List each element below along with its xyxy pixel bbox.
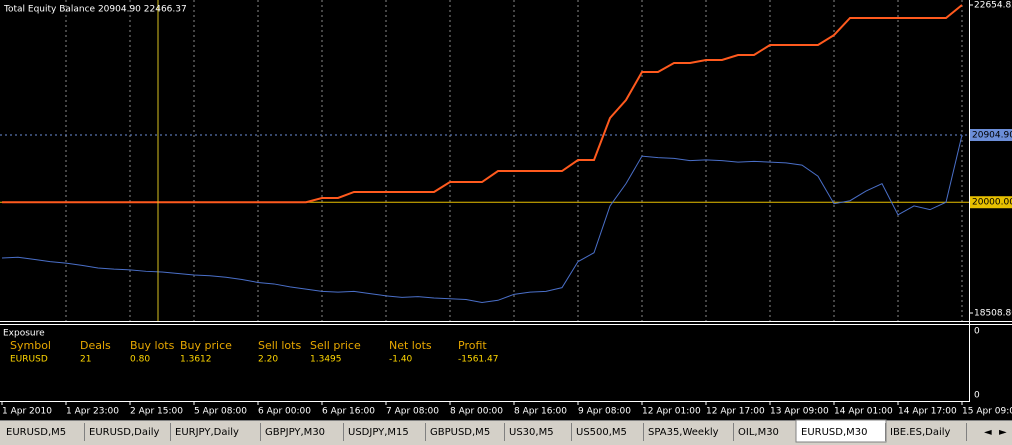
tab[interactable]: US500,M5 xyxy=(576,427,627,438)
table-cell: -1561.47 xyxy=(458,355,498,365)
table-cell: -1.40 xyxy=(389,355,413,365)
column-header: Profit xyxy=(458,339,487,352)
x-tick-label: 12 Apr 01:00 xyxy=(642,407,701,417)
x-tick-label: 8 Apr 00:00 xyxy=(450,407,503,417)
column-header: Symbol xyxy=(10,339,51,352)
column-header: Net lots xyxy=(389,339,432,352)
x-tick-label: 1 Apr 2010 xyxy=(2,407,52,417)
x-tick-label: 15 Apr 09:00 xyxy=(962,407,1012,417)
table-cell: 0.80 xyxy=(130,355,150,365)
x-tick-label: 6 Apr 16:00 xyxy=(322,407,375,417)
level-label-box xyxy=(970,196,1012,209)
tab[interactable]: GBPJPY,M30 xyxy=(265,427,325,438)
indicator-title: Total Equity Balance 20904.90 22466.37 xyxy=(3,5,187,15)
panel-title: Exposure xyxy=(3,329,45,339)
column-header: Sell lots xyxy=(258,339,301,352)
x-tick-label: 6 Apr 00:00 xyxy=(258,407,311,417)
x-tick-label: 12 Apr 17:00 xyxy=(706,407,765,417)
tab[interactable]: OIL,M30 xyxy=(738,427,779,438)
table-cell: EURUSD xyxy=(10,355,48,365)
tab[interactable]: US30,M5 xyxy=(509,427,554,438)
chart-area xyxy=(0,0,969,321)
table-cell: 2.20 xyxy=(258,355,278,365)
scroll-left[interactable]: ◄ xyxy=(984,427,992,438)
series-line xyxy=(1,134,963,304)
x-tick-label: 5 Apr 08:00 xyxy=(194,407,247,417)
column-header: Buy price xyxy=(180,339,232,352)
tab[interactable]: SPA35,Weekly xyxy=(648,427,719,438)
x-tick-label: 14 Apr 17:00 xyxy=(898,407,957,417)
x-tick-label: 1 Apr 23:00 xyxy=(66,407,119,417)
tab[interactable]: EURUSD,M5 xyxy=(6,427,66,438)
tab[interactable]: EURUSD,M30 xyxy=(801,427,867,438)
tab[interactable]: EURUSD,Daily xyxy=(89,427,160,438)
level-label-box xyxy=(970,129,1012,142)
column-header: Deals xyxy=(80,339,111,352)
table-cell: 21 xyxy=(80,355,91,365)
tab[interactable]: EURJPY,Daily xyxy=(175,427,239,438)
tab[interactable]: USDJPY,M15 xyxy=(348,427,409,438)
x-tick-label: 13 Apr 09:00 xyxy=(770,407,829,417)
panel-axis-label: 0 xyxy=(974,391,980,401)
level-label: 20000.00 xyxy=(972,198,1012,208)
x-tick-label: 8 Apr 16:00 xyxy=(514,407,567,417)
column-header: Sell price xyxy=(310,339,361,352)
y-tick-label: 22654.82 xyxy=(974,1,1012,11)
table-cell: 1.3495 xyxy=(310,355,342,365)
x-tick-label: 14 Apr 01:00 xyxy=(834,407,893,417)
tabs: EURUSD,M5 EURUSD,Daily EURJPY,Daily GBPJPY,… xyxy=(6,419,967,443)
x-tick-label: 7 Apr 08:00 xyxy=(386,407,439,417)
tab[interactable]: IBE.ES,Daily xyxy=(890,427,951,438)
column-header: Buy lots xyxy=(130,339,175,352)
table-cell: 1.3612 xyxy=(180,355,212,365)
y-tick-label: 18508.86 xyxy=(974,309,1012,319)
scroll-right[interactable]: ► xyxy=(999,427,1007,438)
x-tick-label: 9 Apr 08:00 xyxy=(578,407,631,417)
series-line xyxy=(2,4,963,204)
tab[interactable]: GBPUSD,M5 xyxy=(430,427,490,438)
x-tick-label: 2 Apr 15:00 xyxy=(130,407,183,417)
panel-axis-label: 0 xyxy=(974,327,980,337)
level-label: 20904.90 xyxy=(972,131,1012,141)
